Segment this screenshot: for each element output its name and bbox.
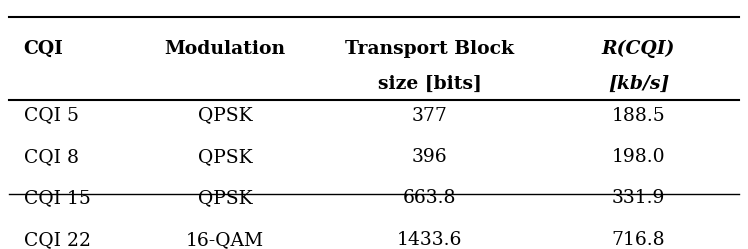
Text: size [bits]: size [bits]: [378, 75, 482, 93]
Text: 396: 396: [412, 148, 448, 166]
Text: 1433.6: 1433.6: [397, 231, 462, 249]
Text: R(CQI): R(CQI): [602, 40, 675, 58]
Text: 377: 377: [412, 107, 448, 125]
Text: 663.8: 663.8: [403, 189, 456, 207]
Text: 198.0: 198.0: [612, 148, 666, 166]
Text: QPSK: QPSK: [197, 107, 252, 125]
Text: 188.5: 188.5: [612, 107, 666, 125]
Text: 16-QAM: 16-QAM: [186, 231, 264, 249]
Text: CQI 5: CQI 5: [24, 107, 79, 125]
Text: 716.8: 716.8: [612, 231, 666, 249]
Text: CQI 22: CQI 22: [24, 231, 91, 249]
Text: Modulation: Modulation: [165, 40, 286, 58]
Text: CQI 8: CQI 8: [24, 148, 79, 166]
Text: 331.9: 331.9: [612, 189, 665, 207]
Text: QPSK: QPSK: [197, 189, 252, 207]
Text: QPSK: QPSK: [197, 148, 252, 166]
Text: CQI: CQI: [24, 40, 64, 58]
Text: Transport Block: Transport Block: [346, 40, 515, 58]
Text: CQI 15: CQI 15: [24, 189, 91, 207]
Text: [kb/s]: [kb/s]: [608, 75, 669, 93]
